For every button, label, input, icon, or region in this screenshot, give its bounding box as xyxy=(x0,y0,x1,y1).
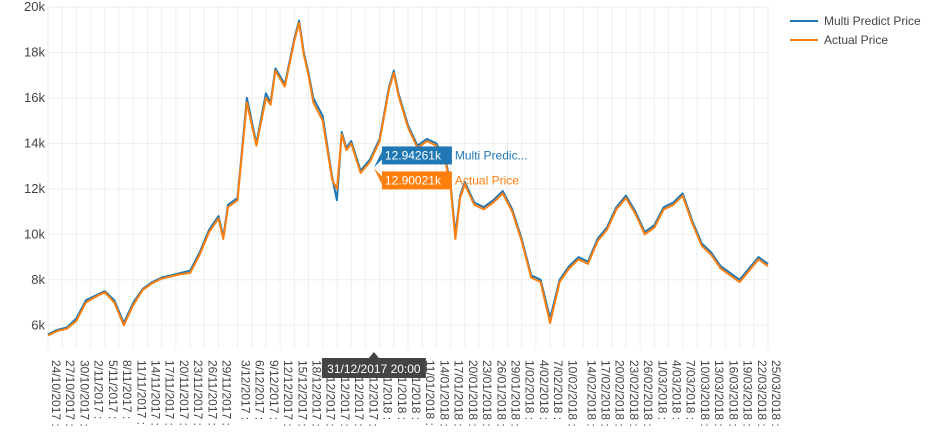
y-tick-label: 12k xyxy=(24,181,45,196)
x-tick-label: 7/03/2018 : xyxy=(684,360,698,420)
x-tick-label: 9/12/2017 : xyxy=(267,360,281,420)
grid-lines xyxy=(47,6,769,348)
x-tick-label: 20/01/2018 : xyxy=(466,360,480,427)
series-layer xyxy=(47,19,769,337)
y-tick-label: 10k xyxy=(24,226,45,241)
hover-series-label: Multi Predic... xyxy=(455,148,528,162)
x-tick-label: 1/02/2018 : xyxy=(523,360,537,420)
x-tick-label: 14/02/2018 : xyxy=(584,360,598,427)
legend-item-actual[interactable]: Actual Price xyxy=(790,33,888,47)
x-tick-label: 29/11/2017 : xyxy=(220,360,234,426)
legend-label-multi-predict: Multi Predict Price xyxy=(824,14,921,28)
x-tick-label: 24/10/2017 : xyxy=(49,360,63,427)
x-tick-label: 20/11/2017 : xyxy=(177,360,191,426)
legend[interactable]: Multi Predict Price Actual Price xyxy=(790,14,921,47)
x-tick-label: 14/01/2018 : xyxy=(437,360,451,427)
x-tick-label: 12/12/2017 : xyxy=(281,360,295,427)
x-tick-label: 17/11/2017 : xyxy=(163,360,177,426)
y-axis: 6k 8k 10k 12k 14k 16k 18k 20k xyxy=(24,0,45,332)
x-tick-label: 17/02/2018 : xyxy=(598,360,612,427)
hover-value-box xyxy=(381,171,452,190)
x-tick-label: 7/02/2018 : xyxy=(551,360,565,420)
x-tick-label: 26/11/2017 : xyxy=(205,360,219,426)
x-tick-label: 5/11/2017 : xyxy=(106,360,120,419)
x-hover-box xyxy=(321,358,426,378)
x-tick-label: 3/12/2017 : xyxy=(238,360,252,420)
x-tick-label: 18/12/2017 : xyxy=(310,360,324,427)
x-hover-pointer xyxy=(368,352,379,358)
x-tick-label: 4/03/2018 : xyxy=(670,360,684,420)
x-tick-label: 16/03/2018 : xyxy=(726,360,740,427)
hover-value-label: 12.90021k xyxy=(385,173,442,187)
x-tick-label: 23/11/2017 : xyxy=(191,360,205,426)
x-tick-label: 6/12/2017 : xyxy=(253,360,267,420)
y-tick-label: 18k xyxy=(24,44,45,59)
x-tick-label: 27/10/2017 : xyxy=(63,360,77,427)
hover-tooltips: 12.94261k Multi Predic... 12.90021k Actual … xyxy=(321,146,528,378)
y-tick-label: 14k xyxy=(24,135,45,150)
x-axis: 24/10/2017 :27/10/2017 :30/10/2017 :2/11… xyxy=(49,360,783,427)
x-tick-label: 1/03/2018 : xyxy=(655,360,669,420)
x-tick-label: 10/03/2018 : xyxy=(698,360,712,427)
x-tick-label: 20/02/2018 : xyxy=(613,360,627,427)
x-tick-label: 17/01/2018 : xyxy=(452,360,466,427)
legend-label-actual: Actual Price xyxy=(824,33,888,47)
x-tick-label: 11/11/2017 : xyxy=(134,360,148,425)
x-tick-label: 13/03/2018 : xyxy=(712,360,726,427)
hover-value-label: 12.94261k xyxy=(385,148,442,162)
x-tick-label: 25/03/2018 : xyxy=(769,360,783,427)
x-tick-label: 4/02/2018 : xyxy=(537,360,551,420)
y-tick-label: 16k xyxy=(24,90,45,105)
x-tick-label: 10/02/2018 : xyxy=(565,360,579,427)
x-tick-label: 8/11/2017 : xyxy=(120,360,134,419)
x-tick-label: 22/03/2018 : xyxy=(755,360,769,427)
x-tick-label: 26/02/2018 : xyxy=(641,360,655,427)
hover-pointer xyxy=(373,168,382,185)
x-tick-label: 29/01/2018 : xyxy=(508,360,522,427)
hover-pointer xyxy=(373,151,382,168)
y-tick-label: 6k xyxy=(31,317,45,332)
x-tick-label: 26/01/2018 : xyxy=(494,360,508,427)
x-tick-label: 14/11/2017 : xyxy=(148,360,162,426)
y-tick-label: 20k xyxy=(24,0,45,14)
x-tick-label: 23/01/2018 : xyxy=(480,360,494,427)
y-tick-label: 8k xyxy=(31,272,45,287)
x-hover-label: 31/12/2017 20:00 xyxy=(327,362,421,376)
hover-series-label: Actual Price xyxy=(455,173,519,187)
hover-value-box xyxy=(381,146,452,165)
x-tick-label: 2/11/2017 : xyxy=(92,360,106,419)
legend-item-multi-predict[interactable]: Multi Predict Price xyxy=(790,14,921,28)
x-tick-label: 19/03/2018 : xyxy=(741,360,755,427)
x-tick-label: 30/10/2017 : xyxy=(77,360,91,427)
series-line-actual[interactable] xyxy=(47,21,769,337)
x-tick-label: 23/02/2018 : xyxy=(627,360,641,427)
x-tick-label: 11/01/2018 : xyxy=(423,360,437,426)
x-tick-label: 15/12/2017 : xyxy=(295,360,309,427)
